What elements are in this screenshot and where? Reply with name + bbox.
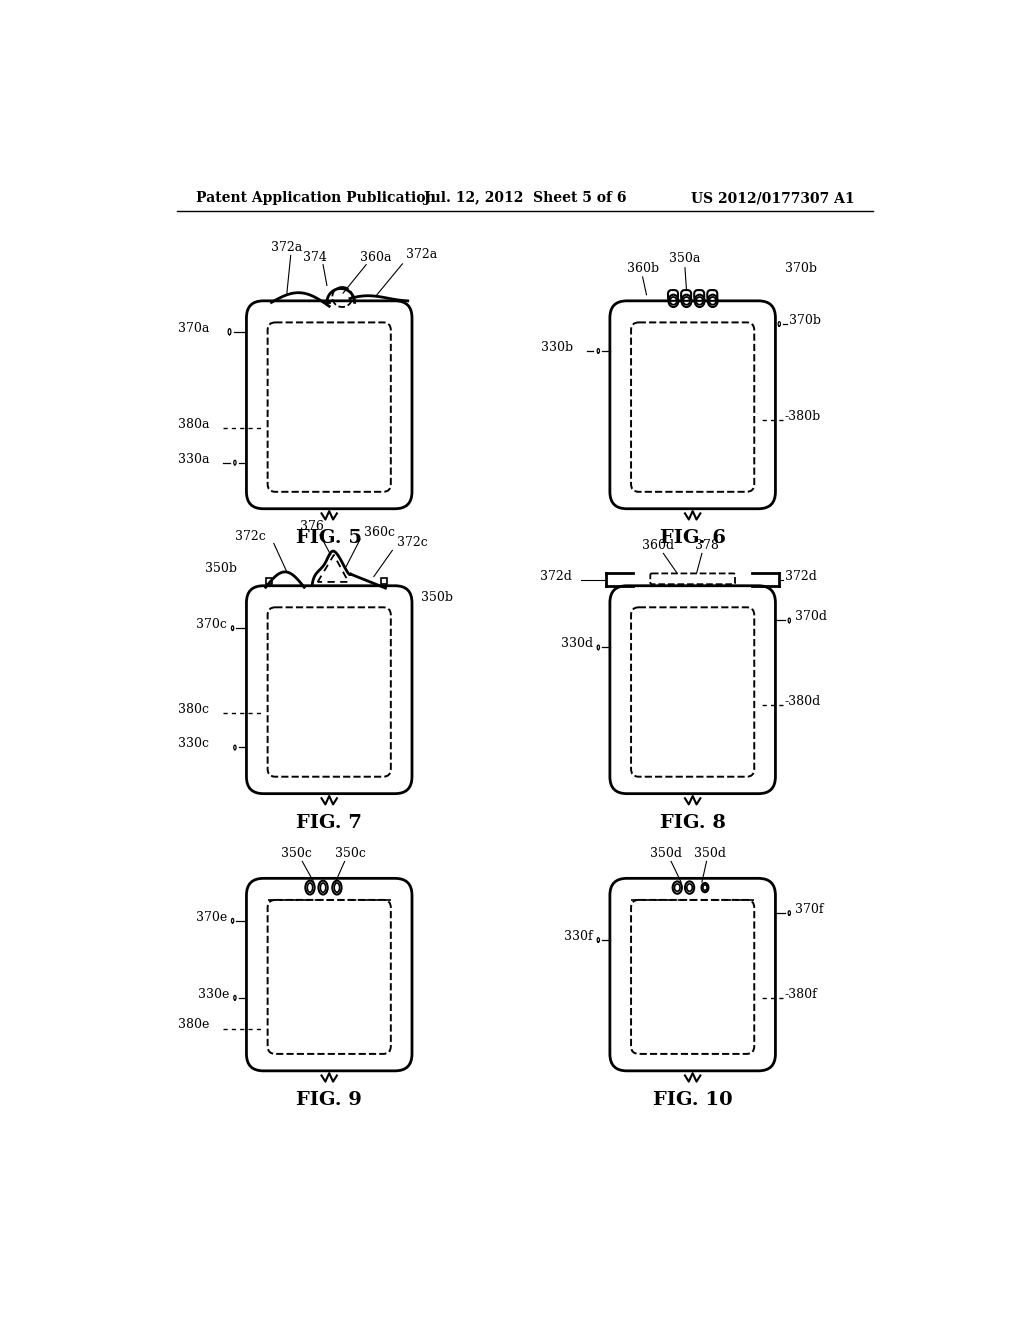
Text: FIG. 10: FIG. 10 bbox=[653, 1092, 732, 1109]
Ellipse shape bbox=[333, 880, 342, 895]
Text: 378: 378 bbox=[694, 539, 719, 552]
Ellipse shape bbox=[673, 882, 682, 894]
Text: 350b: 350b bbox=[205, 562, 238, 576]
Text: 370b: 370b bbox=[784, 261, 817, 275]
Ellipse shape bbox=[685, 882, 694, 894]
Text: 330a: 330a bbox=[178, 453, 210, 466]
Text: 350d: 350d bbox=[649, 847, 682, 859]
Text: 380c: 380c bbox=[178, 702, 210, 715]
Text: 370d: 370d bbox=[795, 610, 826, 623]
Bar bbox=[381, 578, 387, 585]
Text: 330f: 330f bbox=[564, 931, 593, 942]
Text: 372d: 372d bbox=[540, 570, 571, 582]
Text: 370c: 370c bbox=[197, 618, 227, 631]
Text: 330d: 330d bbox=[561, 638, 593, 651]
Text: Jul. 12, 2012  Sheet 5 of 6: Jul. 12, 2012 Sheet 5 of 6 bbox=[424, 191, 626, 206]
Text: FIG. 7: FIG. 7 bbox=[296, 814, 362, 832]
Text: 330b: 330b bbox=[541, 341, 572, 354]
Text: 376: 376 bbox=[300, 520, 325, 533]
Text: FIG. 8: FIG. 8 bbox=[659, 814, 726, 832]
Ellipse shape bbox=[305, 880, 314, 895]
Text: FIG. 5: FIG. 5 bbox=[296, 529, 362, 546]
Text: -380d: -380d bbox=[784, 696, 821, 708]
Text: US 2012/0177307 A1: US 2012/0177307 A1 bbox=[691, 191, 854, 206]
Ellipse shape bbox=[682, 294, 691, 308]
Text: 372a: 372a bbox=[407, 248, 437, 261]
Text: 350b: 350b bbox=[421, 591, 454, 605]
Text: 372a: 372a bbox=[271, 240, 302, 253]
Ellipse shape bbox=[708, 294, 718, 308]
Ellipse shape bbox=[694, 294, 705, 308]
Text: FIG. 9: FIG. 9 bbox=[296, 1092, 362, 1109]
Text: 370a: 370a bbox=[178, 322, 210, 335]
Text: -380f: -380f bbox=[784, 987, 817, 1001]
Text: 330c: 330c bbox=[178, 738, 210, 751]
Ellipse shape bbox=[669, 294, 679, 308]
Text: 360c: 360c bbox=[364, 525, 395, 539]
Text: 360b: 360b bbox=[627, 261, 658, 275]
Text: -380b: -380b bbox=[784, 411, 821, 424]
Text: 380a: 380a bbox=[178, 418, 210, 430]
Text: 370e: 370e bbox=[196, 911, 227, 924]
Text: 372c: 372c bbox=[236, 529, 266, 543]
Ellipse shape bbox=[318, 880, 328, 895]
Text: 350c: 350c bbox=[335, 847, 367, 859]
Text: 350c: 350c bbox=[282, 847, 312, 859]
Text: 330e: 330e bbox=[198, 987, 229, 1001]
Text: Patent Application Publication: Patent Application Publication bbox=[196, 191, 435, 206]
Text: 350a: 350a bbox=[670, 252, 700, 265]
Text: 370b: 370b bbox=[790, 314, 821, 327]
Text: 360a: 360a bbox=[359, 251, 391, 264]
Text: 374: 374 bbox=[303, 251, 328, 264]
Bar bbox=[265, 578, 271, 585]
Text: 380e: 380e bbox=[178, 1019, 210, 1031]
Text: 372c: 372c bbox=[397, 536, 428, 549]
Text: 350d: 350d bbox=[693, 847, 726, 859]
Ellipse shape bbox=[701, 883, 709, 892]
Text: 360d: 360d bbox=[642, 539, 674, 552]
Text: FIG. 6: FIG. 6 bbox=[659, 529, 726, 546]
Text: 372d: 372d bbox=[784, 570, 816, 582]
Text: 370f: 370f bbox=[795, 903, 823, 916]
